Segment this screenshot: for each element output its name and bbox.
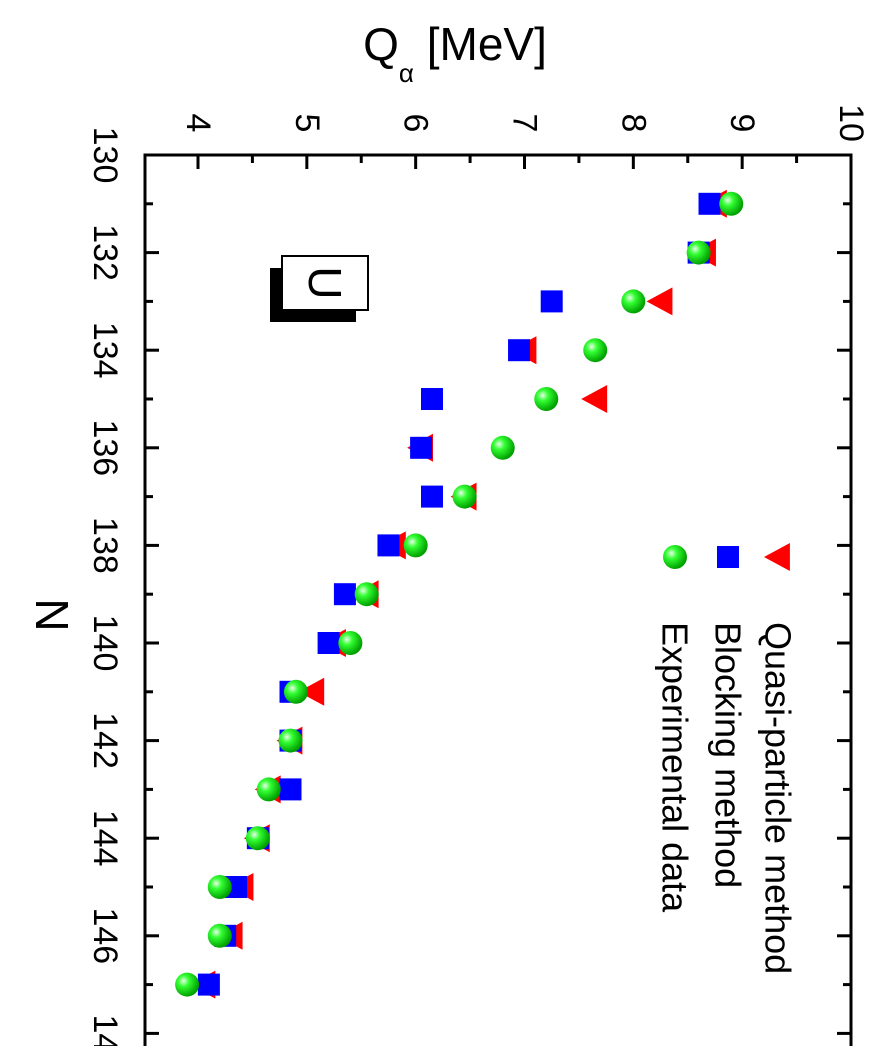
annotation-label: U (299, 266, 351, 299)
data-point-sphere (338, 631, 363, 655)
data-point-square (377, 534, 400, 557)
data-point-sphere (207, 923, 232, 948)
legend-label: Experimental data (655, 622, 696, 913)
q-tick-label: 7 (506, 114, 544, 133)
data-point-sphere (256, 777, 281, 802)
data-point-square (420, 485, 443, 508)
data-point-sphere (278, 728, 303, 753)
data-point-sphere (403, 533, 428, 558)
n-tick-label: 14 (86, 1014, 124, 1046)
data-point-sphere (283, 679, 308, 704)
q-tick-label: 8 (614, 114, 652, 133)
data-point-sphere (207, 875, 232, 899)
data-point-sphere (686, 240, 711, 265)
n-tick-label: 146 (86, 907, 124, 964)
n-tick-label: 132 (86, 224, 124, 281)
data-point-square (279, 778, 302, 801)
y-axis-title-unit: [MeV] (414, 18, 547, 70)
data-point-sphere (719, 191, 744, 216)
n-tick-label: 140 (86, 615, 124, 672)
data-point-square (508, 339, 531, 362)
n-tick-label: 134 (86, 322, 124, 379)
data-point-square (698, 192, 721, 215)
y-axis-title: Qα [MeV] (363, 18, 547, 88)
data-point-sphere (490, 435, 515, 460)
data-point-sphere (354, 582, 379, 607)
data-point-sphere (245, 826, 270, 851)
data-point-sphere (621, 289, 646, 314)
data-point-triangle (581, 385, 608, 413)
legend-marker-sphere (663, 545, 687, 569)
data-point-sphere (175, 972, 200, 997)
plot-frame (143, 153, 853, 1046)
data-point-triangle (298, 677, 325, 706)
q-tick-label: 5 (288, 114, 326, 133)
data-point-triangle (646, 287, 673, 316)
data-point-sphere (534, 387, 559, 411)
q-tick-label: 9 (723, 114, 761, 133)
n-tick-label: 144 (86, 810, 124, 867)
legend-marker-triangle (764, 543, 790, 571)
data-point-square (225, 876, 248, 898)
n-tick-label: 136 (86, 419, 124, 476)
n-tick-label: 142 (86, 712, 124, 769)
annotation-box (281, 255, 369, 311)
data-point-sphere (583, 338, 608, 363)
n-tick-label: 138 (86, 517, 124, 574)
legend-label: Quasi-particle method (758, 622, 799, 974)
legend-label: Blocking method (708, 622, 749, 888)
x-axis-title: N (26, 598, 78, 631)
y-axis-title-main: Q (363, 18, 399, 70)
data-point-sphere (452, 484, 477, 509)
y-axis-title-subscript: α (399, 58, 414, 88)
data-point-square (410, 436, 433, 459)
data-point-square (540, 290, 563, 313)
data-point-square (197, 973, 220, 996)
q-tick-label: 4 (179, 114, 217, 133)
q-tick-label: 10 (832, 104, 870, 142)
data-point-square (333, 583, 356, 606)
legend-marker-square (717, 546, 739, 568)
data-point-square (317, 632, 340, 654)
n-tick-label: 130 (86, 127, 124, 184)
q-tick-label: 6 (397, 114, 435, 133)
data-point-square (420, 388, 443, 410)
